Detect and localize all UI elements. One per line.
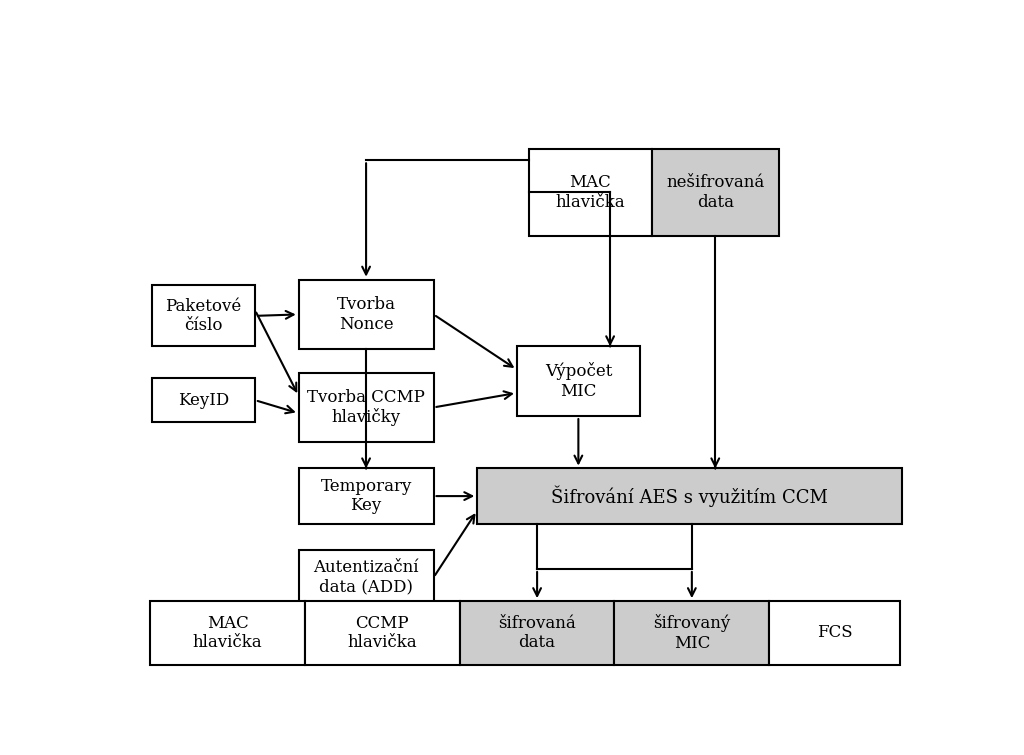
FancyBboxPatch shape	[460, 601, 614, 665]
FancyBboxPatch shape	[299, 468, 433, 524]
FancyBboxPatch shape	[299, 372, 433, 442]
Text: Šifrování AES s využitím CCM: Šifrování AES s využitím CCM	[551, 485, 828, 507]
FancyBboxPatch shape	[652, 149, 779, 236]
FancyBboxPatch shape	[305, 601, 460, 665]
Text: MAC
hlavička: MAC hlavička	[193, 615, 262, 652]
Text: nešifrovaná
data: nešifrovaná data	[667, 174, 764, 211]
FancyBboxPatch shape	[614, 601, 769, 665]
FancyBboxPatch shape	[299, 279, 433, 350]
Text: Paketové
číslo: Paketové číslo	[165, 297, 242, 334]
Text: šifrovaný
MIC: šifrovaný MIC	[653, 615, 730, 652]
FancyBboxPatch shape	[769, 601, 900, 665]
Text: Temporary
Key: Temporary Key	[321, 478, 412, 514]
Text: Výpočet
MIC: Výpočet MIC	[545, 362, 612, 400]
FancyBboxPatch shape	[299, 550, 433, 605]
Text: šifrovaná
data: šifrovaná data	[499, 615, 575, 652]
Text: CCMP
hlavička: CCMP hlavička	[347, 615, 417, 652]
Text: Tvorba CCMP
hlavičky: Tvorba CCMP hlavičky	[307, 389, 425, 427]
Text: KeyID: KeyID	[178, 392, 229, 408]
FancyBboxPatch shape	[152, 378, 255, 422]
FancyBboxPatch shape	[152, 285, 255, 347]
FancyBboxPatch shape	[477, 468, 902, 524]
FancyBboxPatch shape	[151, 601, 305, 665]
Text: Tvorba
Nonce: Tvorba Nonce	[337, 296, 395, 333]
Text: Autentizační
data (ADD): Autentizační data (ADD)	[313, 559, 419, 596]
FancyBboxPatch shape	[517, 347, 640, 416]
Text: FCS: FCS	[817, 624, 853, 642]
FancyBboxPatch shape	[528, 149, 652, 236]
Text: MAC
hlavička: MAC hlavička	[555, 174, 625, 211]
